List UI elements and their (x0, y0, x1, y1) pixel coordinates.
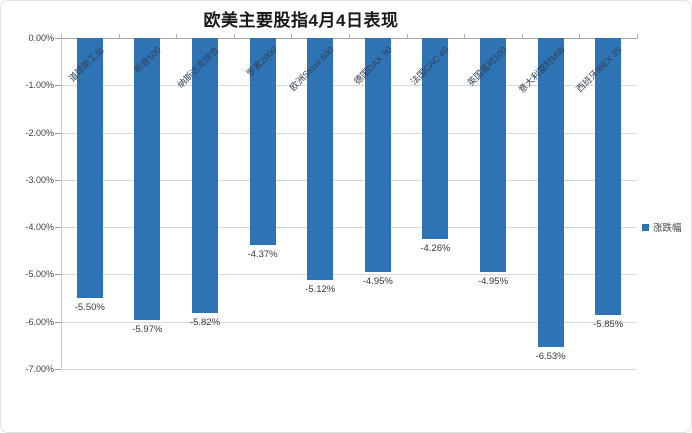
category-tick (464, 34, 466, 39)
bar-4 (307, 38, 334, 281)
y-axis-tick (55, 179, 61, 181)
bar-value-label: -5.50% (74, 302, 105, 314)
y-axis-label: -1.00% (25, 80, 54, 91)
y-axis-label: -3.00% (25, 174, 54, 185)
y-axis-label: -2.00% (25, 127, 54, 138)
bar-8 (537, 38, 564, 347)
y-axis-tick (55, 85, 61, 87)
bar-6 (422, 38, 449, 240)
y-axis-tick (55, 38, 61, 39)
legend: 涨跌幅 (642, 220, 682, 234)
bar-value-label: -5.85% (593, 318, 624, 330)
y-axis-tick (55, 274, 61, 276)
category-tick (291, 34, 293, 39)
bar-value-label: -5.82% (189, 317, 221, 329)
gridline (61, 132, 637, 134)
gridline (61, 85, 637, 87)
category-tick (521, 34, 523, 39)
category-tick (118, 34, 120, 39)
category-tick (61, 34, 62, 39)
bar-value-label: -6.53% (535, 350, 566, 362)
bar-value-label: -4.26% (420, 243, 451, 255)
category-tick (176, 34, 178, 39)
gridline (61, 227, 637, 229)
gridline (61, 321, 637, 323)
y-axis-tick (55, 369, 61, 370)
y-axis-tick (55, 321, 61, 323)
y-axis-tick (55, 132, 61, 134)
y-axis-label: -6.00% (25, 316, 54, 327)
category-tick (406, 34, 408, 39)
category-tick (233, 34, 235, 39)
category-tick (637, 34, 638, 39)
bar-value-label: -4.95% (477, 276, 509, 288)
gridline (61, 369, 637, 370)
bar-value-label: -4.37% (247, 248, 278, 260)
bar-3 (249, 38, 276, 245)
category-tick (579, 34, 581, 39)
bar-value-label: -4.95% (362, 276, 393, 288)
y-axis-label: -7.00% (25, 364, 54, 374)
bar-2 (192, 38, 218, 314)
bar-value-label: -5.97% (132, 324, 163, 336)
y-axis-label: -5.00% (25, 269, 54, 280)
y-axis-line (61, 38, 62, 369)
bar-9 (595, 38, 622, 315)
y-axis-tick (55, 227, 61, 229)
legend-swatch-icon (642, 223, 649, 231)
bar-5 (364, 38, 391, 273)
bar-0 (76, 38, 103, 299)
y-axis-label: -4.00% (25, 222, 54, 233)
y-axis-label: 0.00% (28, 33, 54, 43)
bar-value-label: -5.12% (305, 284, 336, 296)
chart-title: 欧美主要股指4月4日表现 (203, 11, 399, 30)
category-tick (349, 34, 350, 39)
bar-1 (134, 38, 161, 321)
gridline (61, 274, 637, 276)
legend-label: 涨跌幅 (653, 223, 682, 234)
gridline (61, 179, 637, 181)
bar-7 (480, 38, 506, 273)
